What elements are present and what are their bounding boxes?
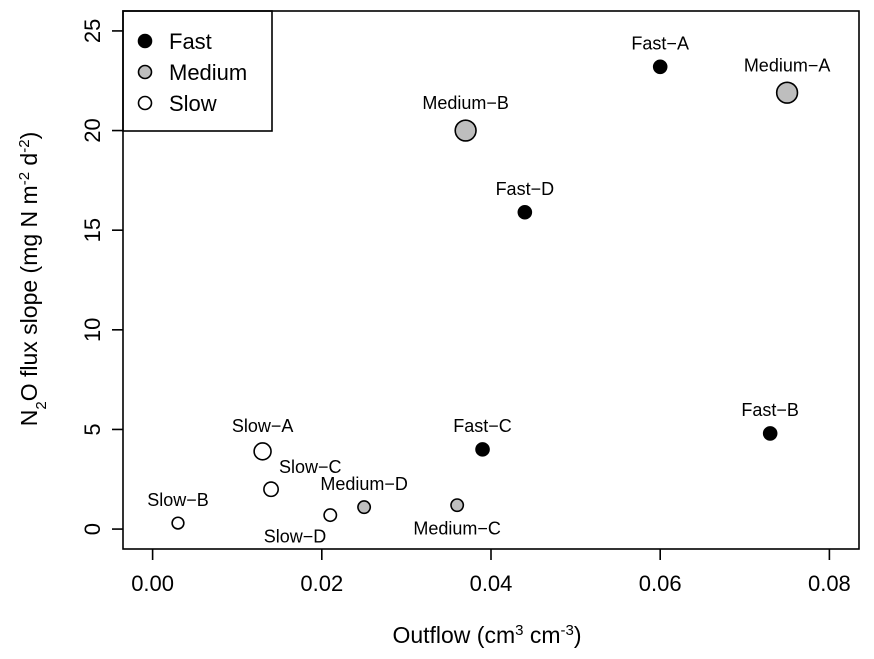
y-tick-label: 10 bbox=[80, 318, 105, 342]
y-tick-label: 5 bbox=[80, 423, 105, 435]
point-slow-d bbox=[323, 508, 338, 523]
y-tick-label: 20 bbox=[80, 118, 105, 142]
point-medium-a bbox=[775, 81, 799, 104]
x-tick-label: 0.08 bbox=[808, 571, 851, 596]
x-tick-label: 0.02 bbox=[300, 571, 343, 596]
plot-border bbox=[122, 10, 860, 550]
point-label: Medium−B bbox=[422, 93, 509, 113]
point-fast-c bbox=[475, 442, 490, 457]
legend-marker-slow bbox=[137, 95, 153, 111]
point-slow-a bbox=[253, 442, 272, 461]
point-label: Slow−A bbox=[232, 416, 294, 436]
point-label: Medium−C bbox=[413, 518, 501, 538]
point-label: Medium−A bbox=[744, 55, 831, 75]
y-tick-label: 15 bbox=[80, 218, 105, 242]
x-tick-label: 0.00 bbox=[131, 571, 174, 596]
y-axis-title: N2O flux slope (mg N m-2 d-2) bbox=[16, 132, 50, 427]
point-slow-b bbox=[171, 516, 185, 530]
x-tick-label: 0.04 bbox=[470, 571, 513, 596]
point-fast-b bbox=[762, 426, 778, 441]
point-medium-d bbox=[357, 500, 372, 515]
point-label: Fast−B bbox=[741, 400, 799, 420]
y-tick-label: 0 bbox=[80, 523, 105, 535]
point-label: Medium−D bbox=[320, 474, 408, 494]
point-label: Slow−D bbox=[264, 526, 327, 546]
y-axis: 0 5 10 15 20 25 bbox=[80, 19, 123, 535]
point-fast-d bbox=[517, 204, 533, 220]
point-label: Fast−A bbox=[631, 33, 689, 53]
legend-marker-fast bbox=[137, 33, 153, 49]
legend-label: Fast bbox=[169, 29, 212, 54]
x-axis-title: Outflow (cm3 cm-3) bbox=[392, 622, 581, 649]
plot-frame bbox=[122, 10, 860, 550]
data-points bbox=[171, 59, 799, 530]
point-slow-c bbox=[263, 481, 279, 498]
point-fast-a bbox=[652, 59, 668, 75]
point-medium-c bbox=[450, 498, 465, 513]
point-label: Slow−B bbox=[147, 490, 209, 510]
legend-label: Medium bbox=[169, 60, 247, 85]
point-label: Fast−D bbox=[496, 179, 555, 199]
legend-label: Slow bbox=[169, 91, 217, 116]
point-label: Slow−C bbox=[279, 457, 342, 477]
legend-box bbox=[122, 10, 273, 132]
point-label: Fast−C bbox=[453, 416, 512, 436]
point-labels: Fast−A Fast−B Fast−C Fast−D Medium−A Medium−B… bbox=[147, 33, 830, 546]
point-medium-b bbox=[454, 119, 477, 142]
x-axis: 0.00 0.02 0.04 0.06 0.08 bbox=[131, 549, 851, 596]
x-tick-label: 0.06 bbox=[639, 571, 682, 596]
legend: Fast Medium Slow bbox=[122, 10, 273, 132]
y-tick-label: 25 bbox=[80, 19, 105, 43]
legend-marker-medium bbox=[137, 64, 153, 80]
